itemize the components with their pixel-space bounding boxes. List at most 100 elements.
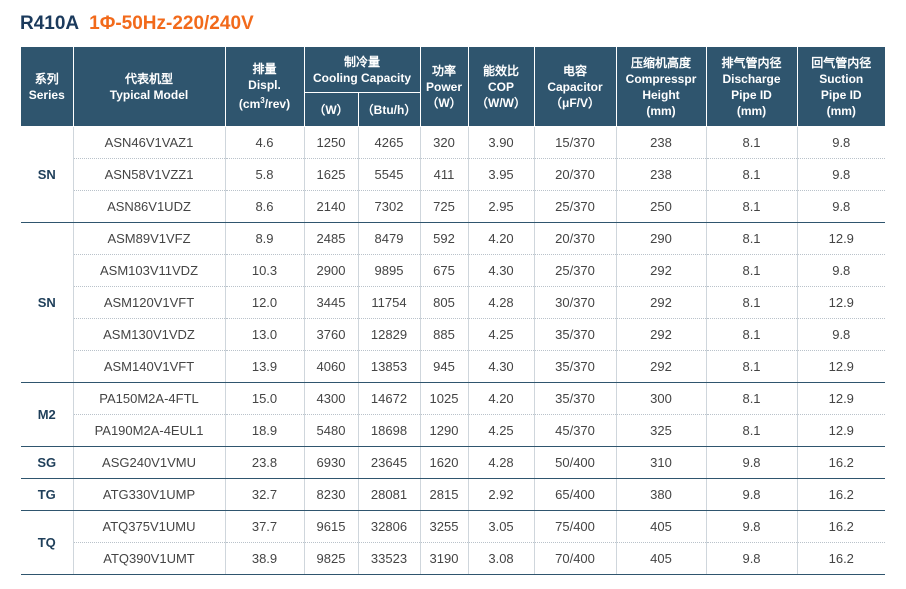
value-cell: 8.1 [705,254,798,287]
value-cell: 9.8 [796,126,886,159]
value-cell: 9615 [303,510,359,543]
value-cell: 20/370 [533,158,617,191]
model-cell: ATQ390V1UMT [72,542,226,575]
model-cell: ASM140V1VFT [72,350,226,383]
table-row: ASM120V1VFT 12.0 3445 11754 805 4.28 30/370 292… [21,286,886,319]
value-cell: 4.30 [467,254,535,287]
value-cell: 2900 [303,254,359,287]
value-cell: 12.9 [796,382,886,415]
value-cell: 592 [419,222,469,255]
value-cell: 4.20 [467,222,535,255]
value-cell: 9.8 [796,318,886,351]
value-cell: 35/370 [533,318,617,351]
value-cell: 3760 [303,318,359,351]
model-cell: ASM120V1VFT [72,286,226,319]
series-cell: TQ [21,510,74,575]
header-cooling-btu: （Btu/h） [357,92,421,127]
refrigerant-label: R410A [20,13,80,34]
series-cell: SN [21,126,74,223]
value-cell: 1250 [303,126,359,159]
table-row: ASM130V1VDZ 13.0 3760 12829 885 4.25 35/370 292… [21,318,886,351]
value-cell: 65/400 [533,478,617,511]
value-cell: 15/370 [533,126,617,159]
value-cell: 2140 [303,190,359,223]
value-cell: 9.8 [796,158,886,191]
value-cell: 1290 [419,414,469,447]
value-cell: 8.1 [705,222,798,255]
value-cell: 292 [615,350,707,383]
value-cell: 8.9 [224,222,305,255]
header-model: 代表机型 Typical Model [72,46,226,127]
table-row: ASM103V11VDZ 10.3 2900 9895 675 4.30 25/370 292… [21,254,886,287]
table-header: 系列 Series 代表机型 Typical Model 排量 Displ. (cm3/… [21,46,886,127]
value-cell: 15.0 [224,382,305,415]
value-cell: 675 [419,254,469,287]
value-cell: 5480 [303,414,359,447]
value-cell: 12.0 [224,286,305,319]
model-cell: PA190M2A-4EUL1 [72,414,226,447]
model-cell: ASG240V1VMU [72,446,226,479]
model-cell: ASN46V1VAZ1 [72,126,226,159]
value-cell: 250 [615,190,707,223]
header-cooling-capacity: 制冷量 Cooling Capacity [303,46,421,93]
value-cell: 380 [615,478,707,511]
spec-table: 系列 Series 代表机型 Typical Model 排量 Displ. (cm3/… [21,46,886,575]
header-displacement: 排量 Displ. (cm3/rev) [224,46,305,127]
header-compressor-height: 压缩机高度 Compresspr Height (mm) [615,46,707,127]
value-cell: 4.25 [467,318,535,351]
value-cell: 4.20 [467,382,535,415]
value-cell: 16.2 [796,446,886,479]
header-capacitor: 电容 Capacitor （μF/V） [533,46,617,127]
value-cell: 12.9 [796,414,886,447]
value-cell: 9.8 [705,446,798,479]
value-cell: 7302 [357,190,421,223]
value-cell: 238 [615,158,707,191]
value-cell: 405 [615,542,707,575]
value-cell: 25/370 [533,190,617,223]
value-cell: 2.95 [467,190,535,223]
value-cell: 14672 [357,382,421,415]
table-row: ASN58V1VZZ1 5.8 1625 5545 411 3.95 20/370 238 8.… [21,158,886,191]
value-cell: 12.9 [796,286,886,319]
header-discharge-pipe: 排气管内径 Discharge Pipe ID (mm) [705,46,798,127]
value-cell: 805 [419,286,469,319]
value-cell: 25/370 [533,254,617,287]
value-cell: 4300 [303,382,359,415]
value-cell: 28081 [357,478,421,511]
value-cell: 70/400 [533,542,617,575]
header-cop: 能效比 COP （W/W） [467,46,535,127]
value-cell: 32806 [357,510,421,543]
series-cell: SN [21,222,74,383]
value-cell: 3.90 [467,126,535,159]
value-cell: 23.8 [224,446,305,479]
value-cell: 13853 [357,350,421,383]
value-cell: 3.08 [467,542,535,575]
table-row: TG ATG330V1UMP 32.7 8230 28081 2815 2.92 65/400… [21,478,886,511]
value-cell: 9825 [303,542,359,575]
value-cell: 411 [419,158,469,191]
value-cell: 4.25 [467,414,535,447]
value-cell: 12829 [357,318,421,351]
value-cell: 18698 [357,414,421,447]
value-cell: 18.9 [224,414,305,447]
table-row: SG ASG240V1VMU 23.8 6930 23645 1620 4.28 50/400… [21,446,886,479]
value-cell: 8.1 [705,414,798,447]
value-cell: 1025 [419,382,469,415]
table-row: SN ASN46V1VAZ1 4.6 1250 4265 320 3.90 15/370 238… [21,126,886,223]
value-cell: 8479 [357,222,421,255]
value-cell: 405 [615,510,707,543]
value-cell: 50/400 [533,446,617,479]
value-cell: 9895 [357,254,421,287]
value-cell: 292 [615,254,707,287]
value-cell: 2815 [419,478,469,511]
value-cell: 9.8 [705,510,798,543]
value-cell: 10.3 [224,254,305,287]
series-cell: M2 [21,382,74,447]
header-cooling-w: （W） [303,92,359,127]
value-cell: 8.1 [705,382,798,415]
model-cell: ASN58V1VZZ1 [72,158,226,191]
value-cell: 23645 [357,446,421,479]
value-cell: 37.7 [224,510,305,543]
value-cell: 3445 [303,286,359,319]
power-supply-label: 1Φ-50Hz-220/240V [89,13,254,34]
